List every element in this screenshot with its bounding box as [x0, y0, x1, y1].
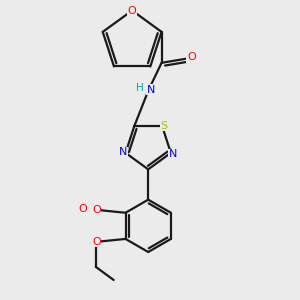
Text: S: S: [160, 121, 167, 131]
Text: O: O: [78, 204, 87, 214]
Text: O: O: [92, 237, 101, 247]
Text: O: O: [92, 205, 101, 215]
Text: H: H: [136, 83, 144, 93]
Text: N: N: [119, 147, 128, 157]
Text: N: N: [147, 85, 155, 94]
Text: O: O: [187, 52, 196, 62]
Text: O: O: [128, 5, 136, 16]
Text: N: N: [169, 149, 177, 159]
